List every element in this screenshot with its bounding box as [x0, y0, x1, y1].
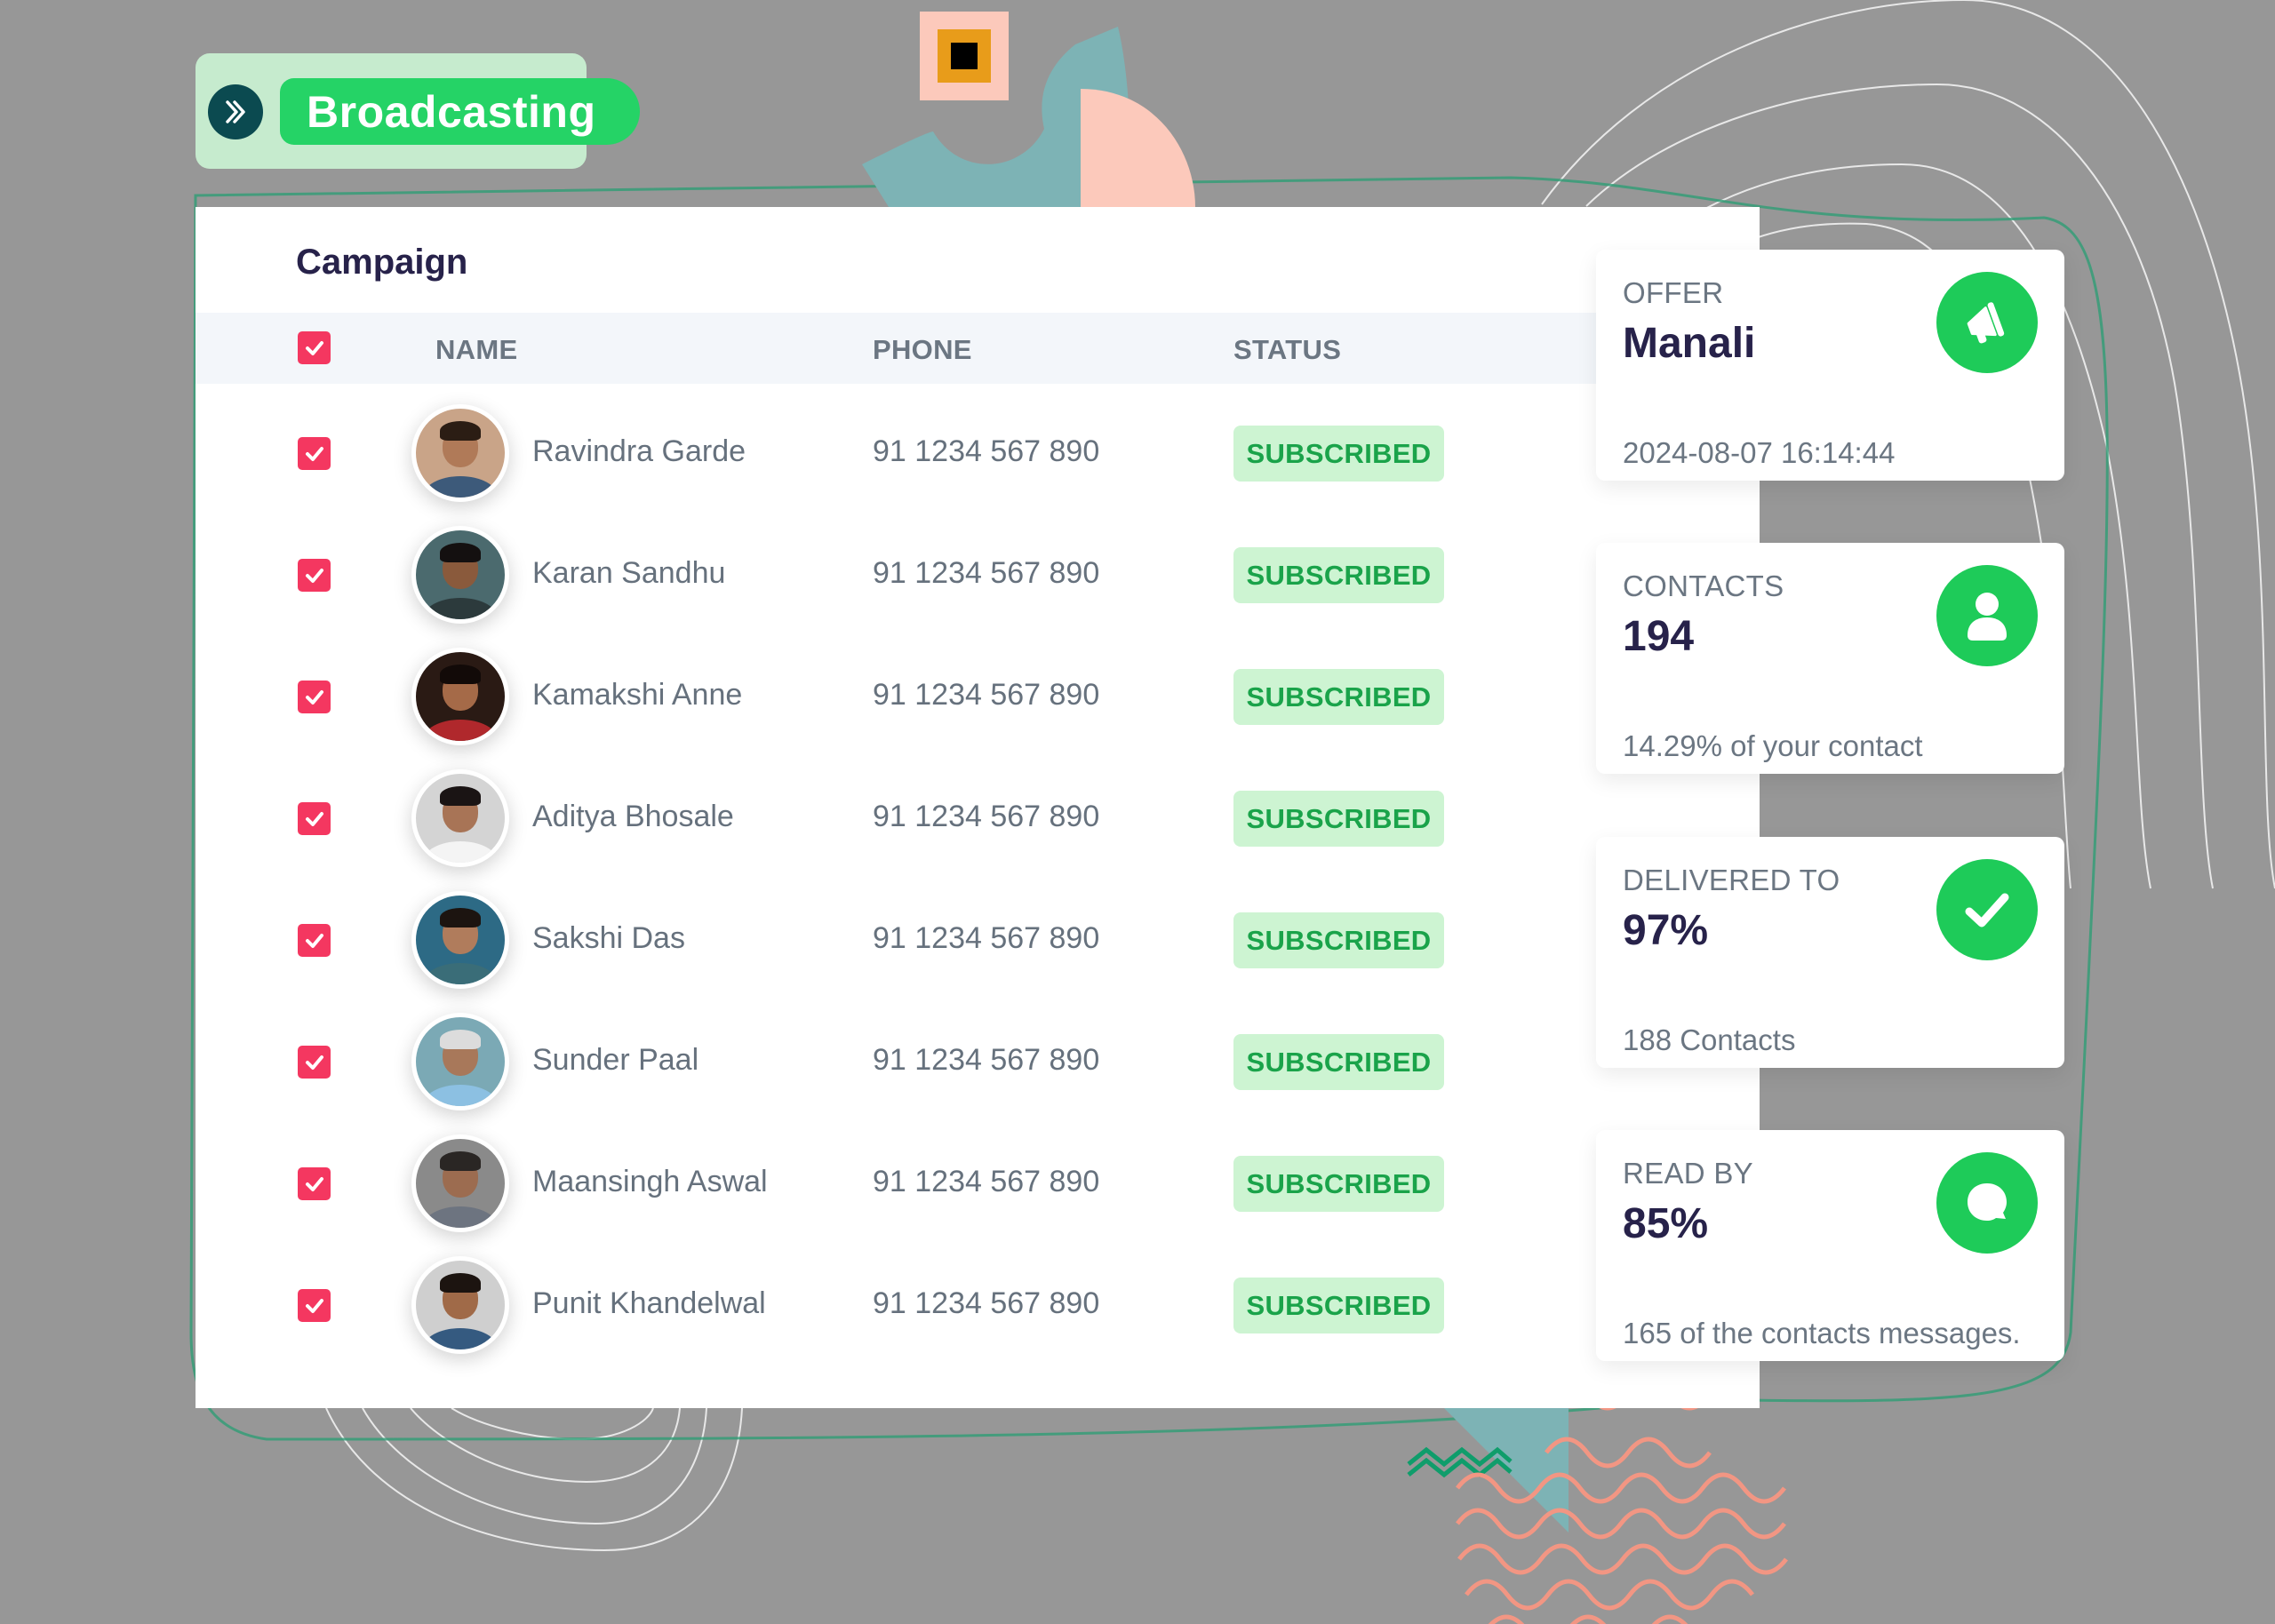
check-icon — [305, 340, 323, 355]
contact-phone: 91 1234 567 890 — [873, 1165, 1100, 1198]
card-value: 97% — [1623, 907, 1709, 954]
campaign-panel: Campaign NAME PHONE STATUS Ravindra Gard… — [196, 207, 1760, 1408]
table-row[interactable]: Karan Sandhu 91 1234 567 890 SUBSCRIBED — [196, 514, 1760, 636]
avatar — [411, 891, 509, 989]
status-badge: SUBSCRIBED — [1233, 1156, 1444, 1212]
read-by-card: READ BY 85% 165 of the contacts messages… — [1596, 1130, 2064, 1361]
card-subtext: 188 Contacts — [1623, 1023, 1796, 1056]
card-timestamp: 2024-08-07 16:14:44 — [1623, 436, 1896, 469]
card-subtext: 14.29% of your contact — [1623, 729, 1923, 762]
contact-name: Maansingh Aswal — [532, 1165, 768, 1198]
card-value: Manali — [1623, 320, 1756, 367]
status-badge: SUBSCRIBED — [1233, 1278, 1444, 1333]
megaphone-icon — [1936, 272, 2038, 373]
contact-phone: 91 1234 567 890 — [873, 1043, 1100, 1077]
contact-name: Punit Khandelwal — [532, 1286, 766, 1320]
table-row[interactable]: Sunder Paal 91 1234 567 890 SUBSCRIBED — [196, 1001, 1760, 1123]
card-subtext: 165 of the contacts messages. — [1623, 1317, 2021, 1349]
avatar — [411, 404, 509, 502]
avatar — [411, 526, 509, 624]
table-row[interactable]: Maansingh Aswal 91 1234 567 890 SUBSCRIB… — [196, 1123, 1760, 1245]
contact-phone: 91 1234 567 890 — [873, 1286, 1100, 1320]
status-badge: SUBSCRIBED — [1233, 912, 1444, 968]
broadcasting-label: Broadcasting — [307, 86, 596, 137]
offer-card: OFFER Manali 2024-08-07 16:14:44 — [1596, 250, 2064, 481]
contact-name: Ravindra Garde — [532, 434, 746, 468]
card-label: OFFER — [1623, 276, 1724, 309]
table-row[interactable]: Kamakshi Anne 91 1234 567 890 SUBSCRIBED — [196, 636, 1760, 758]
check-icon — [305, 933, 323, 948]
contact-phone: 91 1234 567 890 — [873, 678, 1100, 712]
avatar — [411, 769, 509, 867]
row-checkbox[interactable] — [298, 559, 331, 592]
card-value: 85% — [1623, 1200, 1709, 1247]
avatar — [411, 1013, 509, 1111]
contacts-card: CONTACTS 194 14.29% of your contact — [1596, 543, 2064, 774]
check-icon — [305, 1055, 323, 1070]
select-all-checkbox[interactable] — [298, 331, 331, 364]
contact-phone: 91 1234 567 890 — [873, 921, 1100, 955]
check-icon — [305, 1176, 323, 1191]
contact-name: Sunder Paal — [532, 1043, 699, 1077]
row-checkbox[interactable] — [298, 437, 331, 470]
check-icon — [305, 446, 323, 461]
check-icon — [305, 1298, 323, 1313]
row-checkbox[interactable] — [298, 1046, 331, 1079]
row-checkbox[interactable] — [298, 1289, 331, 1322]
status-badge: SUBSCRIBED — [1233, 426, 1444, 482]
delivered-card: DELIVERED TO 97% 188 Contacts — [1596, 837, 2064, 1068]
row-checkbox[interactable] — [298, 681, 331, 713]
row-checkbox[interactable] — [298, 1167, 331, 1200]
status-badge: SUBSCRIBED — [1233, 669, 1444, 725]
check-icon — [305, 568, 323, 583]
check-icon — [305, 689, 323, 705]
contact-phone: 91 1234 567 890 — [873, 556, 1100, 590]
status-badge: SUBSCRIBED — [1233, 791, 1444, 847]
table-header: NAME PHONE STATUS — [196, 313, 1760, 384]
column-header-phone[interactable]: PHONE — [873, 334, 972, 365]
chat-bubble-icon — [1936, 1152, 2038, 1254]
card-label: DELIVERED TO — [1623, 864, 1840, 896]
row-checkbox[interactable] — [298, 802, 331, 835]
column-header-name[interactable]: NAME — [435, 334, 518, 365]
broadcasting-badge: Broadcasting — [280, 78, 640, 145]
status-badge: SUBSCRIBED — [1233, 547, 1444, 603]
avatar — [411, 648, 509, 745]
contact-name: Karan Sandhu — [532, 556, 726, 590]
page-title: Campaign — [296, 243, 468, 282]
table-row[interactable]: Aditya Bhosale 91 1234 567 890 SUBSCRIBE… — [196, 758, 1760, 880]
avatar — [411, 1134, 509, 1232]
card-label: READ BY — [1623, 1157, 1753, 1190]
row-checkbox[interactable] — [298, 924, 331, 957]
double-chevron-right-icon[interactable] — [208, 84, 263, 139]
column-header-status[interactable]: STATUS — [1233, 334, 1342, 365]
contact-name: Aditya Bhosale — [532, 800, 734, 833]
contact-name: Kamakshi Anne — [532, 678, 743, 712]
table-row[interactable]: Ravindra Garde 91 1234 567 890 SUBSCRIBE… — [196, 393, 1760, 514]
card-value: 194 — [1623, 613, 1695, 660]
contact-phone: 91 1234 567 890 — [873, 434, 1100, 468]
user-icon — [1936, 565, 2038, 666]
contact-name: Sakshi Das — [532, 921, 685, 955]
contact-phone: 91 1234 567 890 — [873, 800, 1100, 833]
avatar — [411, 1256, 509, 1354]
status-badge: SUBSCRIBED — [1233, 1034, 1444, 1090]
check-icon — [305, 811, 323, 826]
table-row[interactable]: Sakshi Das 91 1234 567 890 SUBSCRIBED — [196, 880, 1760, 1001]
table-row[interactable]: Punit Khandelwal 91 1234 567 890 SUBSCRI… — [196, 1245, 1760, 1366]
check-icon — [1936, 859, 2038, 960]
card-label: CONTACTS — [1623, 569, 1784, 602]
